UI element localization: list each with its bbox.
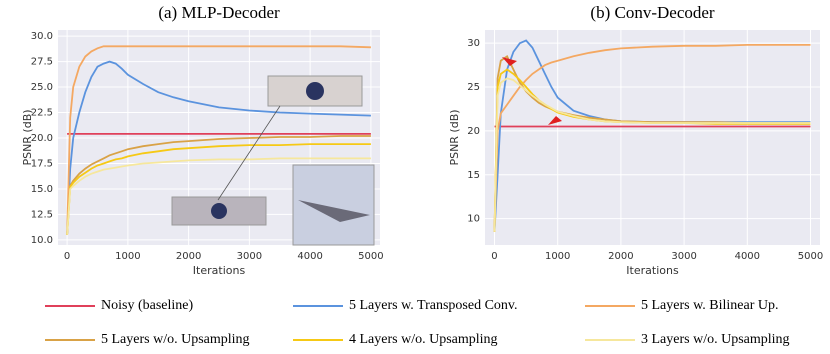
- series-line: [66, 143, 371, 235]
- x-tick-label: 4000: [297, 251, 322, 262]
- x-tick-label: 3000: [237, 251, 262, 262]
- inset-icon: [298, 200, 370, 222]
- x-tick-label: 2000: [176, 251, 201, 262]
- y-tick-label: 20: [467, 126, 480, 137]
- legend-label: 3 Layers w/o. Upsampling: [641, 332, 790, 347]
- inset: [292, 164, 375, 246]
- y-tick-label: 20.0: [31, 133, 53, 144]
- x-tick-label: 4000: [735, 251, 760, 262]
- inset-icon: [306, 82, 324, 100]
- y-tick-label: 30.0: [31, 31, 53, 42]
- y-tick-label: 10.0: [31, 235, 53, 246]
- chart-title: (b) Conv-Decoder: [590, 3, 714, 22]
- legend-label: 5 Layers w. Bilinear Up.: [641, 298, 779, 313]
- x-tick-label: 3000: [671, 251, 696, 262]
- y-tick-label: 10: [467, 214, 480, 225]
- legend-label: 5 Layers w. Transposed Conv.: [349, 298, 518, 313]
- inset-images: [171, 57, 562, 246]
- y-tick-label: 15: [467, 170, 480, 181]
- y-tick-label: 22.5: [31, 108, 53, 119]
- y-tick-label: 30: [467, 38, 480, 49]
- x-axis-label: Iterations: [626, 264, 679, 277]
- y-tick-label: 25: [467, 82, 480, 93]
- chart-title: (a) MLP-Decoder: [158, 3, 280, 22]
- y-tick-label: 17.5: [31, 158, 53, 169]
- x-tick-label: 1000: [115, 251, 140, 262]
- y-tick-label: 25.0: [31, 82, 53, 93]
- x-tick-label: 0: [64, 251, 70, 262]
- y-axis-label: PSNR (dB): [448, 109, 461, 165]
- arrow: [548, 116, 562, 125]
- x-tick-label: 5000: [358, 251, 383, 262]
- x-tick-label: 0: [491, 251, 497, 262]
- y-tick-label: 15.0: [31, 184, 53, 195]
- x-axis-label: Iterations: [193, 264, 246, 277]
- series-line: [66, 60, 371, 235]
- legend-label: Noisy (baseline): [101, 298, 193, 313]
- y-tick-label: 12.5: [31, 209, 53, 220]
- legend-label: 5 Layers w/o. Upsampling: [101, 332, 250, 347]
- series-line: [493, 77, 811, 232]
- legend-label: 4 Layers w/o. Upsampling: [349, 332, 498, 347]
- pointer: [217, 105, 281, 201]
- x-tick-label: 5000: [798, 251, 823, 262]
- x-tick-label: 1000: [545, 251, 570, 262]
- y-axis-label: PSNR (dB): [21, 109, 34, 165]
- series-line: [66, 135, 371, 235]
- inset-icon: [211, 203, 227, 219]
- series-line: [66, 45, 371, 235]
- plot-background: [485, 30, 820, 245]
- y-tick-label: 27.5: [31, 57, 53, 68]
- x-tick-label: 2000: [608, 251, 633, 262]
- series-line: [66, 157, 371, 235]
- series-line: [493, 44, 811, 232]
- arrow: [502, 57, 517, 66]
